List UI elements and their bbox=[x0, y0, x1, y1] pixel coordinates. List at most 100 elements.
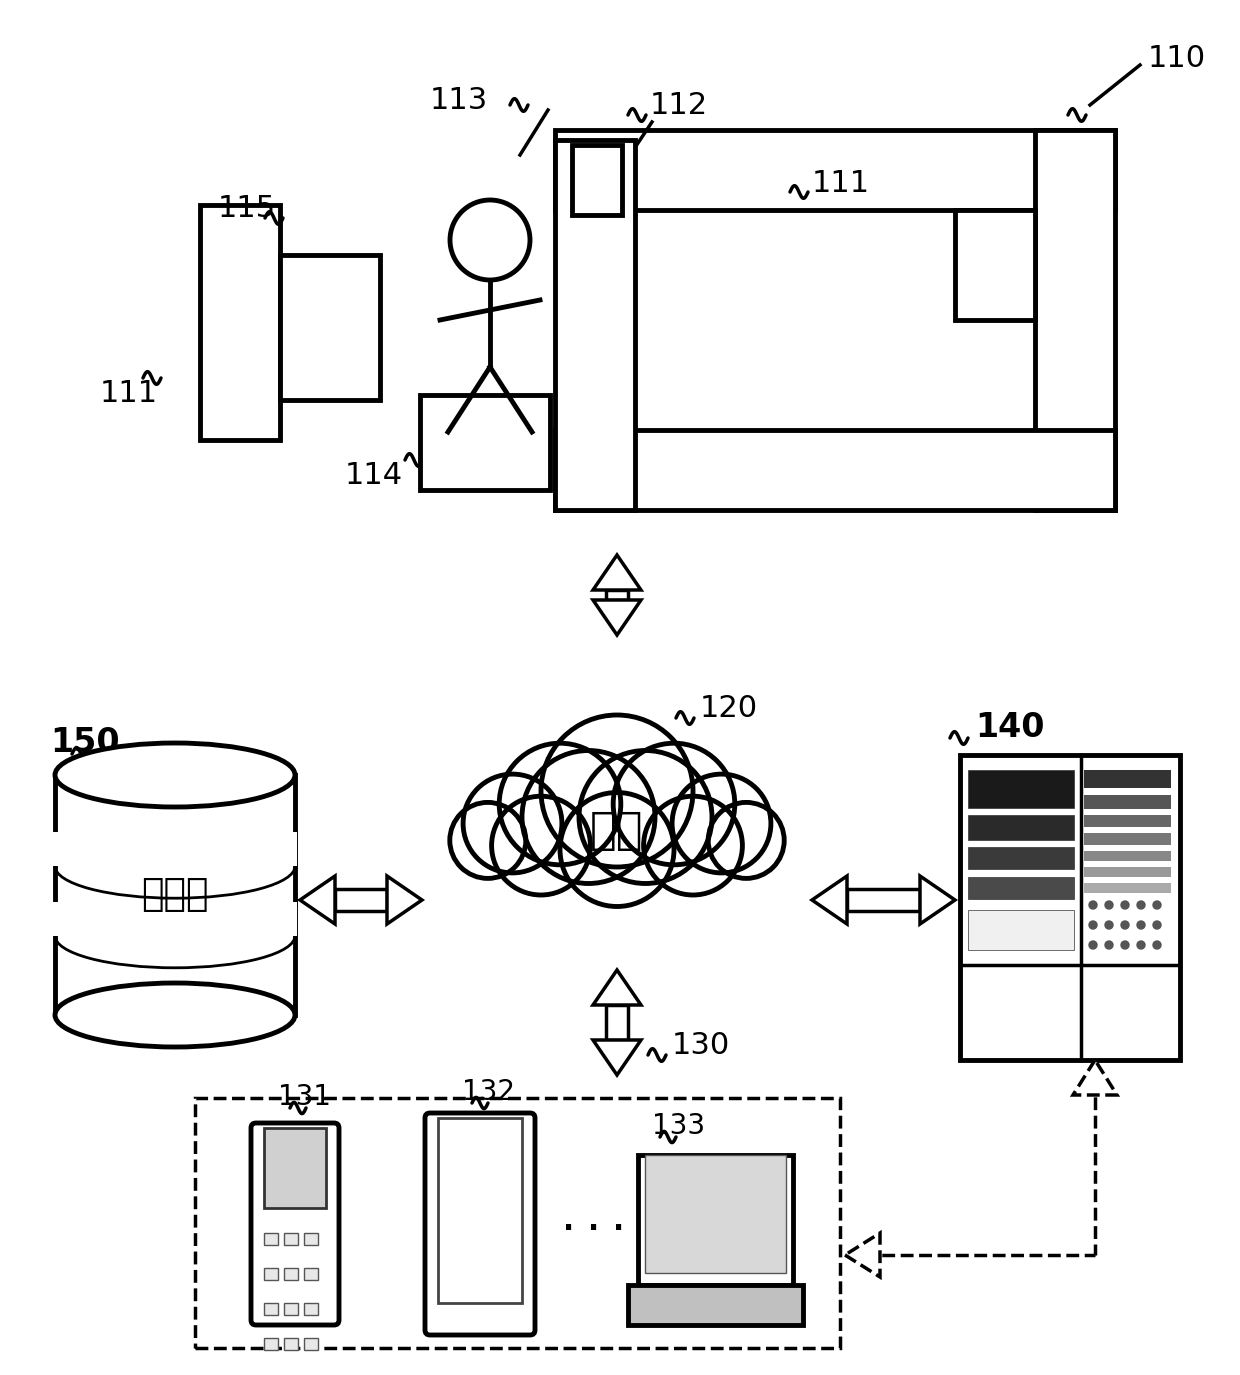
Text: 120: 120 bbox=[701, 693, 758, 722]
Bar bbox=[304, 1233, 317, 1244]
Circle shape bbox=[1089, 901, 1097, 909]
Text: 114: 114 bbox=[345, 461, 403, 489]
Bar bbox=[55, 775, 295, 1015]
Bar bbox=[1084, 868, 1171, 877]
Text: 网络: 网络 bbox=[590, 808, 644, 851]
Bar bbox=[556, 430, 1115, 510]
Bar bbox=[304, 1268, 317, 1280]
Circle shape bbox=[560, 792, 675, 906]
Text: 130: 130 bbox=[672, 1030, 730, 1060]
Bar bbox=[1084, 883, 1171, 892]
Polygon shape bbox=[1073, 1060, 1117, 1094]
Bar bbox=[556, 131, 1115, 210]
Polygon shape bbox=[593, 1040, 641, 1075]
Text: 存储器: 存储器 bbox=[141, 877, 208, 913]
Bar bbox=[284, 1304, 298, 1314]
Bar bbox=[264, 1128, 326, 1209]
Bar bbox=[968, 910, 1074, 950]
Bar bbox=[968, 770, 1074, 808]
Bar bbox=[1084, 770, 1171, 788]
Bar bbox=[438, 1118, 522, 1304]
Text: 133: 133 bbox=[652, 1112, 706, 1140]
Bar bbox=[284, 1268, 298, 1280]
Polygon shape bbox=[593, 556, 641, 590]
Bar bbox=[1084, 833, 1171, 846]
Bar bbox=[280, 254, 379, 400]
Bar bbox=[1084, 815, 1171, 826]
Circle shape bbox=[500, 744, 621, 865]
FancyBboxPatch shape bbox=[425, 1112, 534, 1335]
Circle shape bbox=[1105, 921, 1114, 930]
Bar bbox=[955, 210, 1035, 320]
Ellipse shape bbox=[55, 742, 295, 807]
Circle shape bbox=[1121, 941, 1128, 949]
Text: 115: 115 bbox=[218, 194, 277, 223]
Bar bbox=[264, 1233, 278, 1244]
Ellipse shape bbox=[55, 983, 295, 1046]
Polygon shape bbox=[844, 1233, 880, 1277]
Text: 132: 132 bbox=[463, 1078, 515, 1106]
Polygon shape bbox=[593, 969, 641, 1005]
Polygon shape bbox=[847, 890, 920, 910]
Bar bbox=[960, 755, 1180, 1060]
Circle shape bbox=[1089, 941, 1097, 949]
Text: ...: ... bbox=[557, 1198, 631, 1239]
Bar bbox=[556, 140, 635, 510]
Bar bbox=[968, 815, 1074, 840]
FancyBboxPatch shape bbox=[250, 1123, 339, 1326]
Bar bbox=[968, 877, 1074, 899]
Circle shape bbox=[1121, 921, 1128, 930]
Text: 113: 113 bbox=[430, 85, 489, 114]
Polygon shape bbox=[920, 876, 955, 924]
Polygon shape bbox=[387, 876, 422, 924]
Circle shape bbox=[1121, 901, 1128, 909]
Circle shape bbox=[450, 803, 526, 879]
Polygon shape bbox=[335, 890, 387, 910]
Bar bbox=[572, 144, 622, 214]
Bar bbox=[53, 902, 298, 936]
Polygon shape bbox=[300, 876, 335, 924]
Bar bbox=[200, 205, 280, 440]
Circle shape bbox=[708, 803, 784, 879]
Text: 111: 111 bbox=[812, 169, 870, 198]
Circle shape bbox=[463, 774, 562, 873]
Circle shape bbox=[1089, 921, 1097, 930]
Circle shape bbox=[1153, 941, 1161, 949]
Text: 131: 131 bbox=[278, 1084, 331, 1111]
Bar bbox=[304, 1304, 317, 1314]
Text: 140: 140 bbox=[975, 711, 1044, 744]
Polygon shape bbox=[812, 876, 847, 924]
Circle shape bbox=[1137, 901, 1145, 909]
Circle shape bbox=[1137, 921, 1145, 930]
Text: 112: 112 bbox=[650, 91, 708, 120]
Bar bbox=[1035, 131, 1115, 510]
Circle shape bbox=[644, 796, 743, 895]
Bar bbox=[1084, 851, 1171, 861]
Circle shape bbox=[1105, 901, 1114, 909]
Polygon shape bbox=[593, 600, 641, 635]
Circle shape bbox=[522, 751, 655, 884]
Circle shape bbox=[1153, 901, 1161, 909]
Bar bbox=[968, 847, 1074, 869]
Bar bbox=[284, 1338, 298, 1350]
Bar bbox=[284, 1233, 298, 1244]
Circle shape bbox=[1105, 941, 1114, 949]
Circle shape bbox=[1137, 941, 1145, 949]
Polygon shape bbox=[606, 590, 627, 600]
Bar bbox=[53, 832, 298, 866]
Circle shape bbox=[1153, 921, 1161, 930]
Text: 110: 110 bbox=[1148, 44, 1207, 73]
Circle shape bbox=[614, 744, 735, 865]
Bar bbox=[1084, 795, 1171, 808]
Bar bbox=[639, 1155, 794, 1286]
Bar bbox=[420, 395, 551, 489]
Circle shape bbox=[491, 796, 590, 895]
Bar bbox=[195, 1099, 839, 1348]
Circle shape bbox=[579, 751, 712, 884]
Polygon shape bbox=[606, 1005, 627, 1040]
Bar bbox=[304, 1338, 317, 1350]
Bar bbox=[264, 1338, 278, 1350]
Bar bbox=[627, 1286, 804, 1326]
Bar bbox=[645, 1155, 786, 1273]
Circle shape bbox=[541, 715, 693, 868]
